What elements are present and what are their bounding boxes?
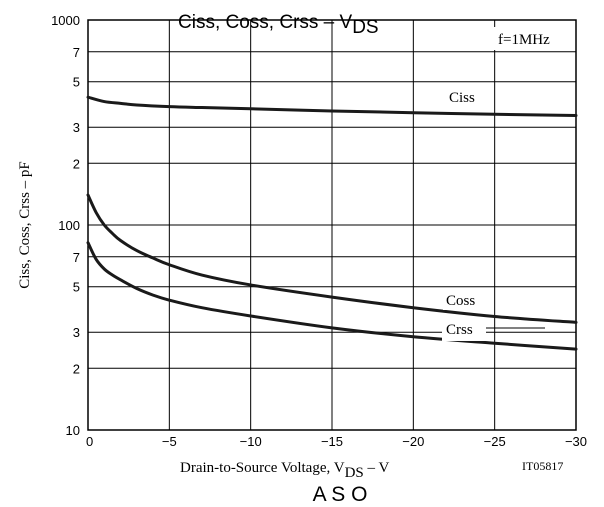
y-tick-label: 3 — [73, 120, 80, 135]
coss-label-bg — [443, 289, 490, 310]
series — [86, 95, 578, 351]
y-tick-label: 1000 — [51, 13, 80, 28]
x-tick-label: −30 — [565, 434, 587, 449]
y-tick-label: 7 — [73, 45, 80, 60]
x-tick-label: −5 — [162, 434, 177, 449]
chart-title: Ciss, Coss, Crss – VDS — [178, 12, 379, 38]
condition-box — [494, 27, 574, 50]
crss-label-bg — [442, 320, 486, 341]
y-tick-label: 7 — [73, 250, 80, 265]
grid — [88, 20, 576, 430]
figure-code: IT05817 — [522, 459, 563, 473]
series-label-ciss: Ciss — [449, 90, 475, 106]
x-tick-label: −20 — [402, 434, 424, 449]
x-axis-ticks: 0 −5 −10 −15 −20 −25 −30 — [86, 434, 587, 449]
y-tick-label: 5 — [73, 75, 80, 90]
series-line-crss — [86, 241, 578, 351]
x-tick-label: −10 — [240, 434, 262, 449]
x-tick-label: 0 — [86, 434, 93, 449]
ciss-label-bg — [446, 86, 486, 106]
y-tick-label: 2 — [73, 156, 80, 171]
x-axis-label: Drain-to-Source Voltage, VDS – V — [180, 460, 389, 481]
y-tick-label: 2 — [73, 361, 80, 376]
y-axis-label: Ciss, Coss, Crss – pF — [17, 161, 33, 289]
y-tick-label: 3 — [73, 325, 80, 340]
series-label-coss: Coss — [446, 293, 475, 309]
y-axis-ticks: 1000 7 5 3 2 100 7 5 3 2 10 — [51, 13, 80, 438]
series-line-coss — [86, 193, 578, 324]
series-label-crss: Crss — [446, 322, 473, 338]
footer-title: A S O — [313, 483, 368, 506]
x-tick-label: −15 — [321, 434, 343, 449]
condition-label: f=1MHz — [498, 32, 550, 48]
y-tick-label: 100 — [58, 218, 80, 233]
y-tick-label: 10 — [66, 423, 80, 438]
series-line-ciss — [86, 95, 578, 118]
x-tick-label: −25 — [484, 434, 506, 449]
y-tick-label: 5 — [73, 280, 80, 295]
